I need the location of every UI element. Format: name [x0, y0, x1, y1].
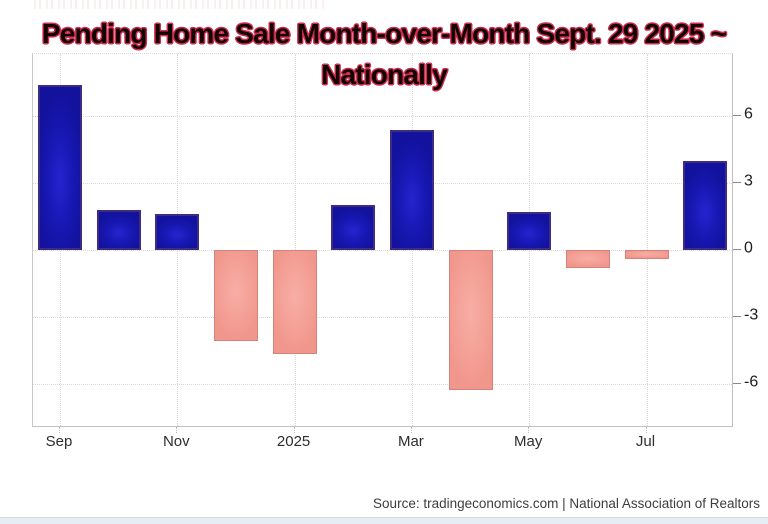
- x-axis-tick-jul: [645, 427, 647, 433]
- chart-title-line1: Pending Home Sale Month-over-Month Sept.…: [41, 18, 727, 49]
- gridline-horizontal-3: [33, 183, 732, 185]
- gridline-vertical-jul: [646, 54, 648, 426]
- gridline-vertical-2025: [294, 54, 296, 426]
- bar-jan-2025[interactable]: [272, 249, 317, 355]
- x-axis-label-sep: Sep: [45, 433, 73, 450]
- y-axis-tick-6: [733, 115, 741, 117]
- y-axis-tick--3: [733, 315, 741, 317]
- bar-may-2025[interactable]: [507, 212, 552, 250]
- bar-oct-2024[interactable]: [96, 209, 141, 250]
- x-axis-label-2025: 2025: [276, 433, 311, 450]
- x-axis-tick-2025: [293, 427, 295, 433]
- x-axis-tick-mar: [410, 427, 412, 433]
- chart-title: Pending Home Sale Month-over-Month Sept.…: [0, 13, 768, 95]
- source-attribution: Source: tradingeconomics.com | National …: [373, 496, 760, 511]
- x-axis-label-may: May: [514, 433, 543, 450]
- x-axis-label-mar: Mar: [397, 433, 424, 450]
- bar-mar-2025[interactable]: [389, 129, 434, 250]
- x-axis-label-jul: Jul: [635, 433, 656, 450]
- x-axis-tick-sep: [59, 427, 60, 433]
- plot-area: [32, 53, 733, 427]
- bar-dec-2024[interactable]: [213, 249, 258, 342]
- bar-jun-2025[interactable]: [565, 249, 610, 268]
- x-axis-tick-nov: [176, 427, 178, 433]
- y-axis-label--6: -6: [744, 373, 759, 391]
- y-axis-label-3: 3: [744, 172, 753, 190]
- bar-aug-2025[interactable]: [683, 160, 728, 250]
- gridline-horizontal-6: [33, 116, 732, 118]
- gridline-horizontal--3: [33, 316, 732, 318]
- y-axis-tick-0: [733, 248, 741, 250]
- y-axis-label-0: 0: [744, 239, 753, 257]
- cropped-watermark-artifact: [34, 0, 326, 9]
- bar-sep-2024[interactable]: [38, 85, 82, 250]
- bar-jul-2025[interactable]: [624, 249, 669, 259]
- bar-feb-2025[interactable]: [331, 205, 376, 250]
- bar-nov-2024[interactable]: [155, 214, 200, 250]
- y-axis-label--3: -3: [744, 306, 759, 324]
- gridline-horizontal--6: [33, 383, 732, 385]
- bottom-strip: [0, 517, 768, 524]
- y-axis-label-6: 6: [744, 105, 753, 123]
- x-axis-label-nov: Nov: [162, 433, 190, 450]
- y-axis-tick-3: [733, 182, 741, 184]
- gridline-horizontal-0: [33, 249, 732, 251]
- x-axis-tick-may: [528, 427, 530, 433]
- bar-apr-2025[interactable]: [448, 249, 493, 391]
- chart-title-line2: Nationally: [321, 59, 448, 90]
- y-axis-tick--6: [733, 382, 741, 384]
